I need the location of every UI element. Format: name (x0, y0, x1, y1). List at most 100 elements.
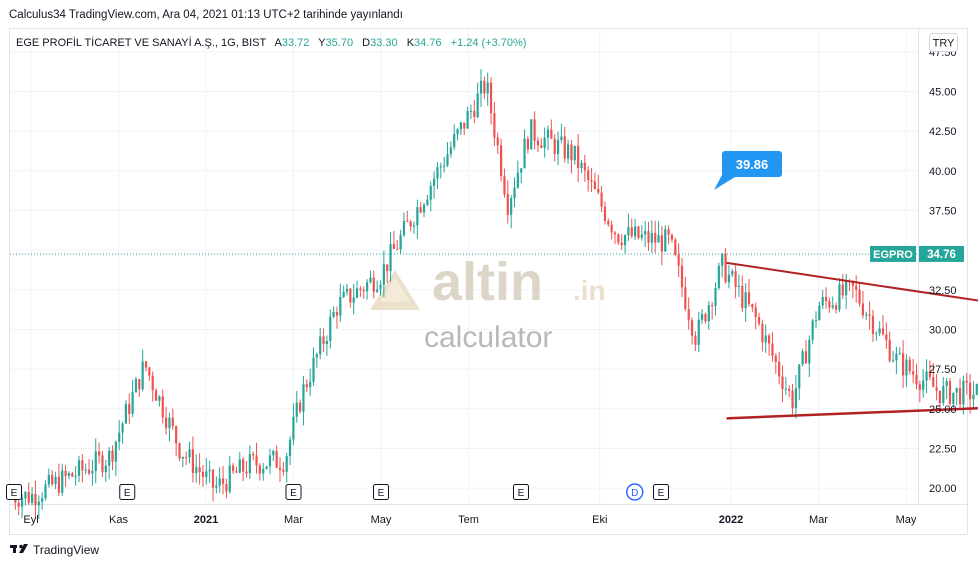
candle-body (185, 456, 188, 458)
candle-body (426, 199, 429, 205)
close-label: K (407, 37, 415, 49)
high-label: Y (318, 37, 326, 49)
candle-body (258, 465, 261, 474)
candle-body (466, 111, 469, 129)
candle-body (41, 498, 44, 502)
candle-body (868, 314, 871, 316)
candle-body (798, 364, 801, 389)
candle-body (835, 305, 838, 310)
candle-body (376, 289, 379, 292)
candle-body (469, 110, 473, 112)
price-tag-symbol: EGPRO (873, 249, 913, 261)
candle-body (439, 166, 442, 168)
candle-body (64, 470, 67, 477)
candle-body (205, 471, 208, 477)
candle-body (804, 351, 808, 364)
candle-body (282, 469, 285, 472)
candle-body (295, 402, 298, 417)
candle-body (747, 292, 751, 304)
footer-brand: TradingView (10, 543, 99, 557)
candle-body (51, 474, 54, 485)
candle-body (17, 502, 20, 507)
candle-body (727, 274, 730, 283)
open-value: 33.72 (282, 37, 310, 49)
candle-body (228, 465, 231, 492)
candle-body (366, 282, 369, 292)
candle-body (667, 229, 670, 235)
candle-body (128, 403, 131, 414)
candle-body (178, 443, 181, 459)
candle-body (124, 403, 127, 424)
candle-body (570, 144, 573, 161)
candle-body (77, 460, 81, 476)
candle-body (674, 239, 677, 255)
x-tick-label: Mar (284, 514, 303, 526)
candle-body (275, 450, 278, 468)
candle-body (386, 264, 389, 272)
candle-body (680, 265, 684, 288)
trendline-upper (726, 261, 978, 302)
candle-body (372, 277, 375, 292)
candle-body (513, 187, 516, 199)
candle-body (332, 311, 335, 317)
candle-body (91, 470, 94, 474)
candle-body (865, 314, 868, 316)
currency-button[interactable]: TRY (929, 33, 958, 52)
event-label: E (658, 488, 665, 499)
candle-body (530, 119, 533, 150)
candle-body (962, 380, 965, 405)
candle-body (600, 192, 603, 207)
candle-body (265, 466, 268, 469)
candle-body (121, 423, 124, 433)
time-axis: Eyl Kas 2021 Mar May Tem Eki 2022 Mar May (23, 514, 917, 526)
candle-body (248, 453, 251, 474)
candle-body (456, 129, 459, 135)
x-tick-label: May (896, 514, 917, 526)
candle-body (587, 170, 590, 181)
candle-body (104, 465, 107, 473)
candle-body (526, 138, 529, 150)
candle-body (221, 478, 225, 484)
candle-body (969, 382, 972, 400)
dividend-event-icon (626, 483, 644, 501)
candle-body (546, 129, 550, 138)
candle-body (794, 388, 797, 409)
candle-body (396, 248, 399, 250)
candle-body (141, 361, 144, 390)
candle-body (935, 387, 938, 391)
grid (10, 29, 918, 504)
candle-body (161, 396, 164, 418)
footer-brand-text: TradingView (33, 543, 99, 557)
candle-body (784, 388, 787, 390)
candle-body (319, 336, 322, 355)
candle-body (476, 93, 479, 118)
candle-body (429, 185, 432, 200)
candle-body (302, 384, 305, 412)
candle-body (677, 254, 680, 266)
candle-body (463, 122, 466, 129)
candle-body (660, 235, 663, 252)
candle-body (828, 301, 831, 308)
candle-body (687, 309, 690, 321)
candle-body (580, 162, 583, 169)
candle-body (583, 162, 586, 171)
candle-body (955, 387, 958, 393)
candle-body (942, 386, 945, 403)
low-value: 33.30 (370, 37, 398, 49)
open-label: A (274, 37, 282, 49)
candle-body (875, 333, 878, 335)
candle-body (27, 492, 30, 503)
target-callout: 39.86 (714, 151, 782, 190)
low-label: D (362, 37, 370, 49)
candle-body (952, 392, 955, 404)
candle-body (610, 224, 613, 233)
candle-body (637, 226, 640, 238)
candle-body (523, 138, 526, 169)
candle-body (845, 280, 848, 296)
candle-body (148, 367, 151, 376)
candle-body (764, 335, 767, 343)
candle-body (449, 147, 452, 155)
event-label: E (290, 488, 297, 499)
candle-body (322, 336, 325, 344)
candle-body (520, 168, 523, 173)
